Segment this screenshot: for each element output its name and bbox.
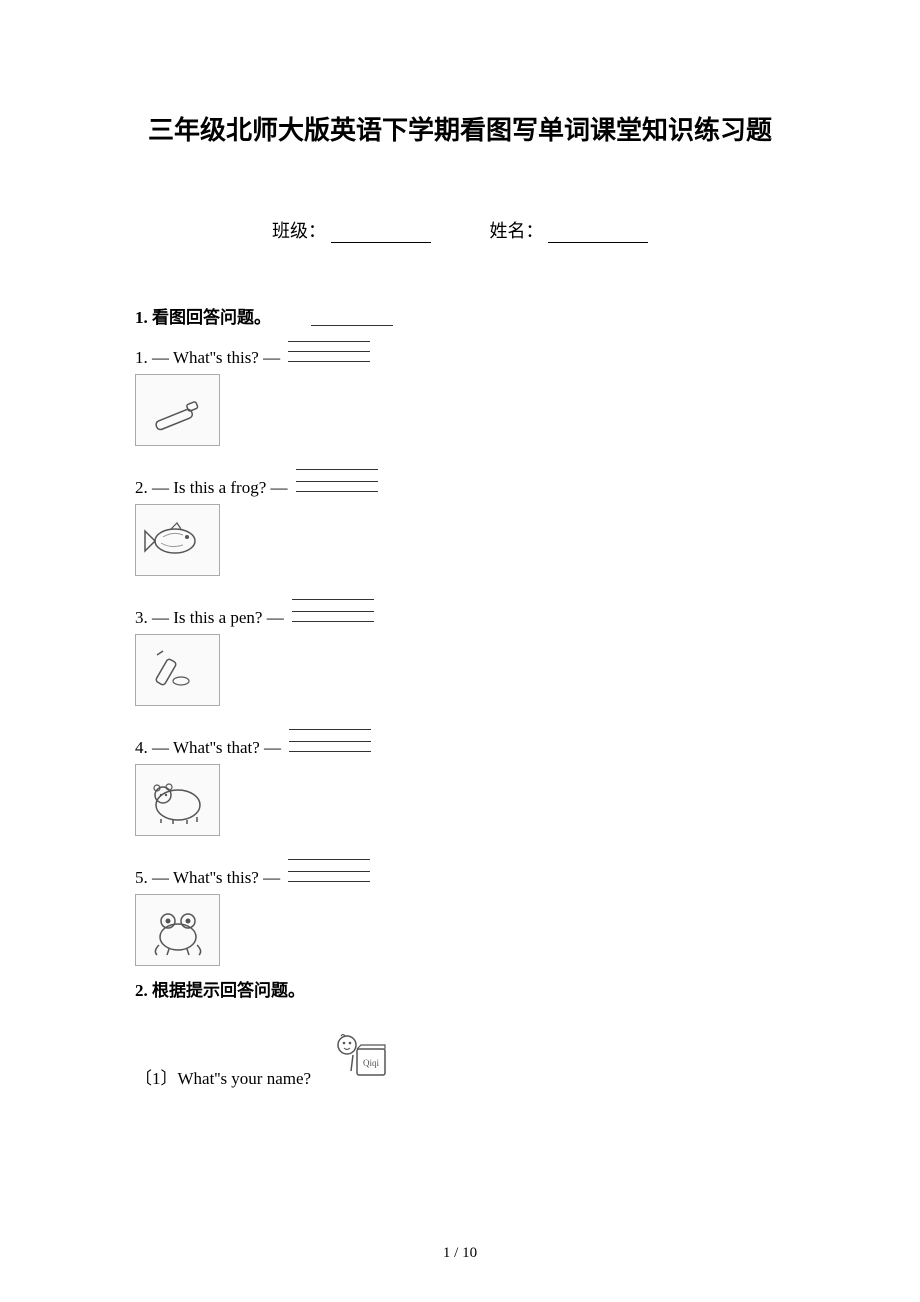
answer-blank[interactable] xyxy=(289,746,371,752)
page-title: 三年级北师大版英语下学期看图写单词课堂知识练习题 xyxy=(135,110,785,147)
name-blank[interactable] xyxy=(548,225,648,243)
question-3-row: 3. — Is this a pen? — xyxy=(135,594,785,628)
crayon-icon xyxy=(143,641,213,699)
answer-blank[interactable] xyxy=(311,320,393,326)
answer-blank[interactable] xyxy=(296,486,378,492)
question-2-row: 2. — Is this a frog? — xyxy=(135,464,785,498)
image-bear xyxy=(135,764,220,836)
answer-blank[interactable] xyxy=(288,346,370,352)
answer-blank-stack xyxy=(296,464,378,496)
answer-blank[interactable] xyxy=(288,854,370,860)
question-1-row: 1. — What''s this? — xyxy=(135,336,785,368)
worksheet-page: 三年级北师大版英语下学期看图写单词课堂知识练习题 班级： 姓名： 1. 看图回答… xyxy=(0,0,920,1129)
heading-blank-stack xyxy=(311,320,393,330)
page-number: 1 / 10 xyxy=(0,1245,920,1262)
question-3-text: 3. — Is this a pen? — xyxy=(135,608,288,628)
image-fish xyxy=(135,504,220,576)
image-frog xyxy=(135,894,220,966)
section-1-heading-row: 1. 看图回答问题。 xyxy=(135,303,785,336)
image-pen-marker xyxy=(135,374,220,446)
fish-icon xyxy=(143,511,213,569)
answer-blank[interactable] xyxy=(296,476,378,482)
question-5-row: 5. — What''s this? — xyxy=(135,854,785,888)
question-2-text: 2. — Is this a frog? — xyxy=(135,478,292,498)
name-tag-icon: Qiqi xyxy=(331,1031,389,1089)
section-1-number: 1. xyxy=(135,308,148,327)
question-4-text: 4. — What''s that? — xyxy=(135,738,285,758)
class-blank[interactable] xyxy=(331,225,431,243)
student-info-row: 班级： 姓名： xyxy=(135,217,785,243)
answer-blank[interactable] xyxy=(292,616,374,622)
bear-icon xyxy=(143,771,213,829)
class-label: 班级： xyxy=(272,217,326,243)
answer-blank[interactable] xyxy=(289,736,371,742)
answer-blank[interactable] xyxy=(292,594,374,600)
answer-blank[interactable] xyxy=(288,866,370,872)
answer-blank[interactable] xyxy=(288,876,370,882)
name-label: 姓名： xyxy=(490,217,544,243)
question-5-text: 5. — What''s this? — xyxy=(135,868,284,888)
answer-blank-stack xyxy=(288,336,370,366)
answer-blank[interactable] xyxy=(288,336,370,342)
image-qiqi-tag: Qiqi xyxy=(331,1031,389,1089)
section-2-q1-text: 〔1〕What''s your name? xyxy=(135,1064,311,1089)
section-2-heading: 2. 根据提示回答问题。 xyxy=(135,976,785,1001)
image-crayon xyxy=(135,634,220,706)
answer-blank[interactable] xyxy=(292,606,374,612)
question-4-row: 4. — What''s that? — xyxy=(135,724,785,758)
answer-blank-stack xyxy=(289,724,371,756)
answer-blank-stack xyxy=(288,854,370,886)
question-1-text: 1. — What''s this? — xyxy=(135,348,284,368)
section-2-question-1: 〔1〕What''s your name? Qiqi xyxy=(135,1031,785,1089)
section-2-title: 根据提示回答问题。 xyxy=(148,981,305,1000)
frog-icon xyxy=(143,901,213,959)
section-1-heading: 1. 看图回答问题。 xyxy=(135,303,271,328)
answer-blank[interactable] xyxy=(289,724,371,730)
tag-label: Qiqi xyxy=(363,1058,380,1068)
section-1-title: 看图回答问题。 xyxy=(148,308,271,327)
answer-blank[interactable] xyxy=(296,464,378,470)
answer-blank[interactable] xyxy=(288,356,370,362)
answer-blank-stack xyxy=(292,594,374,626)
pen-icon xyxy=(143,381,213,439)
section-2-number: 2. xyxy=(135,981,148,1000)
